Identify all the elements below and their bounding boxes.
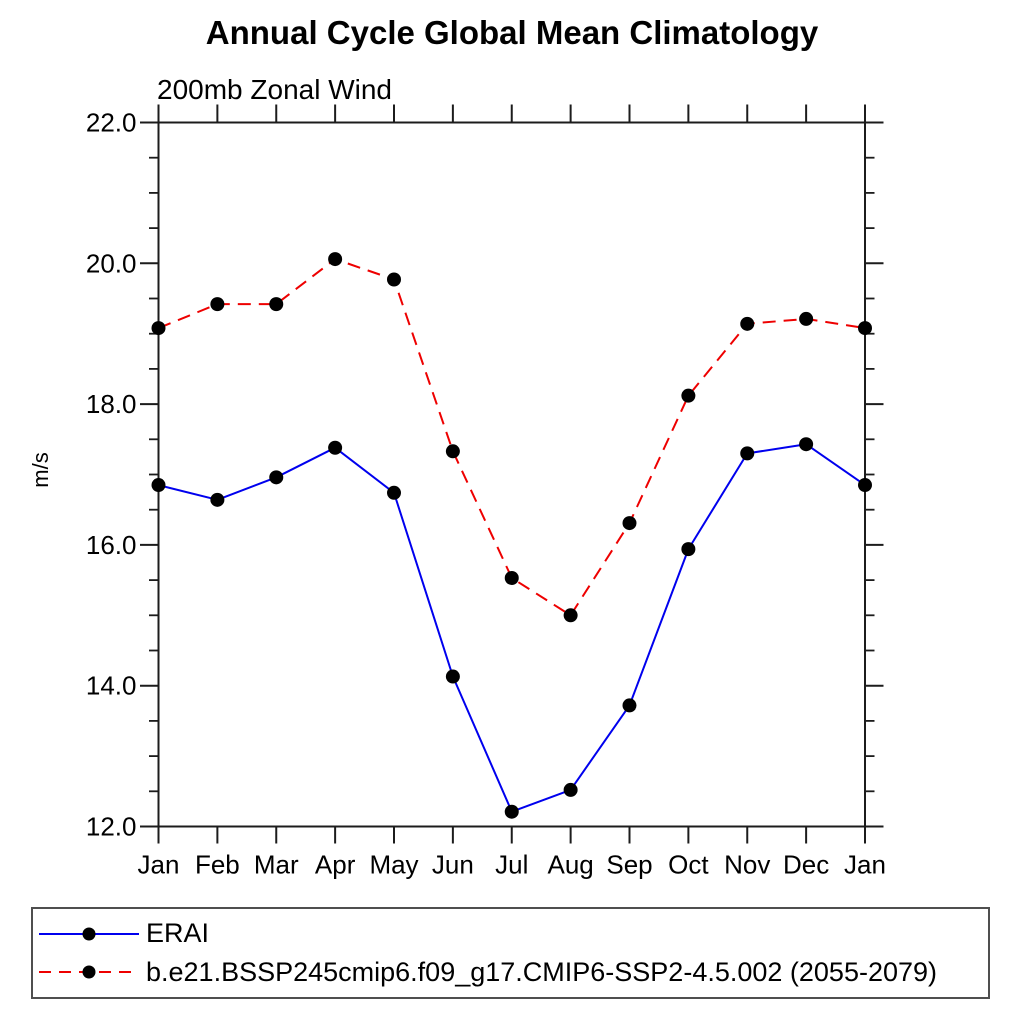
legend-item-model: b.e21.BSSP245cmip6.f09_g17.CMIP6-SSP2-4.…: [33, 956, 988, 987]
data-point-marker: [269, 470, 284, 485]
data-point-marker: [210, 297, 225, 312]
data-point-marker: [563, 782, 578, 797]
x-tick-label: Jun: [432, 850, 474, 880]
x-tick-label: Nov: [724, 850, 770, 880]
series-line-0: [158, 443, 866, 813]
y-tick-label: 12.0: [86, 812, 137, 842]
data-point-marker: [151, 321, 166, 336]
series-line-1: [158, 258, 866, 617]
data-point-marker: [328, 440, 343, 455]
y-tick-label: 20.0: [86, 248, 137, 278]
data-point-marker: [799, 311, 814, 326]
x-tick-label: Sep: [606, 850, 652, 880]
plot-frame: [157, 121, 866, 828]
x-tick-label: Mar: [254, 850, 299, 880]
x-tick-label: Jan: [844, 850, 886, 880]
data-point-marker: [799, 437, 814, 452]
data-point-marker: [681, 542, 696, 557]
data-point-marker: [269, 297, 284, 312]
data-point-marker: [445, 669, 460, 684]
data-point-marker: [151, 478, 166, 493]
data-point-marker: [563, 608, 578, 623]
legend-item-erai: ERAI: [33, 920, 988, 947]
data-point-marker: [622, 698, 637, 713]
data-point-marker: [387, 272, 401, 287]
legend-line-sample-dashed: [39, 965, 139, 979]
legend-label-erai: ERAI: [146, 918, 210, 949]
y-tick-label: 14.0: [86, 671, 137, 701]
legend-line-sample-solid: [39, 927, 139, 941]
data-point-marker: [445, 444, 460, 459]
data-point-marker: [622, 516, 637, 531]
data-point-marker: [858, 478, 872, 493]
chart-title: Annual Cycle Global Mean Climatology: [205, 14, 819, 51]
data-point-marker: [210, 492, 225, 507]
data-point-marker: [328, 252, 343, 267]
x-tick-label: Oct: [668, 850, 709, 880]
y-tick-label: 16.0: [86, 530, 137, 560]
x-tick-label: Jan: [138, 850, 180, 880]
legend: ERAI b.e21.BSSP245cmip6.f09_g17.CMIP6-SS…: [31, 907, 990, 999]
data-point-marker: [740, 446, 755, 461]
data-point-marker: [387, 485, 401, 500]
x-tick-label: Aug: [547, 850, 593, 880]
data-point-marker: [681, 388, 696, 403]
x-tick-label: Jul: [495, 850, 528, 880]
x-tick-label: Apr: [315, 850, 356, 880]
data-point-marker: [740, 316, 755, 331]
legend-label-model: b.e21.BSSP245cmip6.f09_g17.CMIP6-SSP2-4.…: [146, 956, 938, 987]
x-tick-label: May: [369, 850, 418, 880]
data-point-marker: [858, 321, 872, 336]
y-tick-label: 22.0: [86, 108, 137, 138]
y-tick-label: 18.0: [86, 389, 137, 419]
data-point-marker: [504, 570, 519, 585]
data-point-marker: [504, 804, 519, 819]
x-tick-label: Dec: [783, 850, 829, 880]
x-tick-label: Feb: [195, 850, 240, 880]
chart-subtitle: 200mb Zonal Wind: [157, 74, 393, 105]
